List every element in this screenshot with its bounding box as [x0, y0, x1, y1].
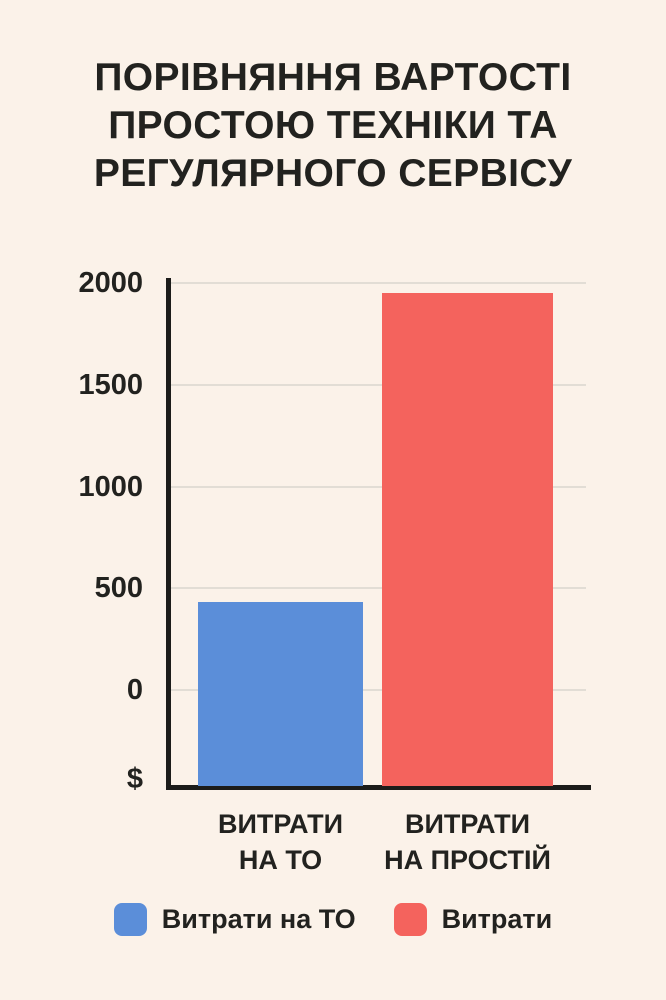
gridline	[170, 383, 586, 386]
x-axis-category-label: ВИТРАТИ НА ТО	[217, 809, 344, 875]
currency-symbol-label: $	[126, 763, 143, 795]
gridline	[170, 485, 586, 488]
gridline	[170, 282, 586, 284]
y-axis-line	[166, 278, 171, 790]
legend-color-swatch	[113, 903, 147, 936]
legend-item-vytraty-na-to: Витрати на ТО	[113, 903, 356, 936]
y-axis-tick-label: 1000	[78, 470, 143, 503]
gridline	[170, 587, 586, 590]
y-axis-tick-label: 2000	[78, 267, 143, 299]
legend-color-swatch	[393, 903, 427, 936]
y-axis-tick-label: 0	[126, 674, 143, 706]
x-axis-line	[166, 785, 591, 790]
x-axis-category-label: ВИТРАТИ НА ПРОСТІЙ	[384, 809, 551, 875]
y-axis-tick-label: 500	[94, 572, 143, 605]
y-axis-tick-label: 1500	[78, 368, 143, 401]
legend-item-vytraty: Витрати	[393, 903, 553, 936]
chart-legend: Витрати на ТО Витрати	[0, 903, 666, 936]
gridline	[170, 689, 586, 691]
chart-title: ПОРІВНЯННЯ ВАРТОСТІ ПРОСТОЮ ТЕХНІКИ ТА Р…	[93, 56, 573, 195]
legend-label: Витрати	[441, 904, 553, 934]
bar-vytraty-na-prostii	[382, 293, 553, 786]
legend-label: Витрати на ТО	[161, 904, 356, 934]
bar-vytraty-na-to	[198, 602, 363, 786]
